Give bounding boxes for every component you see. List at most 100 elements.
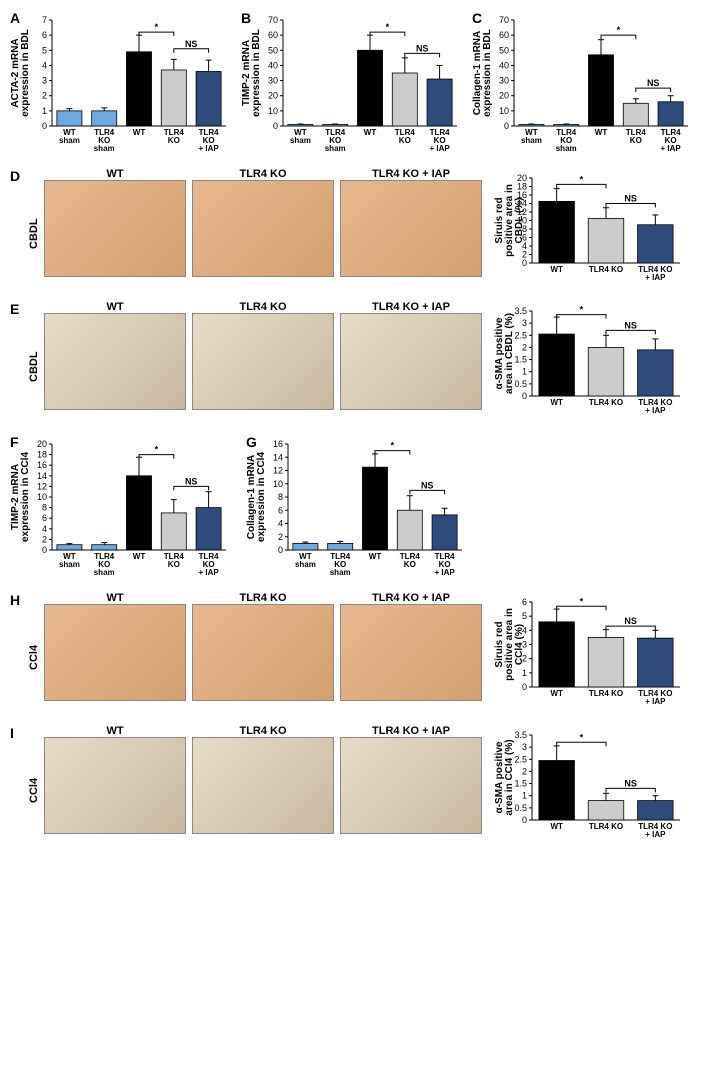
svg-text:0: 0: [522, 391, 527, 401]
histology-image-label: TLR4 KO: [192, 592, 334, 604]
svg-text:TLR4 KO: TLR4 KO: [589, 822, 623, 831]
histology-image-label: TLR4 KO + IAP: [340, 301, 482, 313]
histology-image: TLR4 KO: [192, 592, 334, 717]
svg-text:2: 2: [42, 534, 47, 544]
svg-text:expression in CCl4: expression in CCl4: [256, 452, 267, 542]
svg-text:0.5: 0.5: [514, 379, 527, 389]
panel-g: G 0246810121416WTshamTLR4KOshamWTTLR4KOT…: [246, 434, 474, 584]
svg-text:+ IAP: + IAP: [198, 144, 219, 153]
svg-text:sham: sham: [59, 560, 80, 569]
svg-text:WT: WT: [133, 128, 146, 137]
svg-text:2.5: 2.5: [514, 754, 527, 764]
svg-text:1: 1: [42, 106, 47, 116]
svg-text:0: 0: [278, 545, 283, 555]
svg-text:*: *: [617, 25, 621, 35]
svg-text:20: 20: [37, 439, 47, 449]
histology-image-label: WT: [44, 592, 186, 604]
svg-text:2: 2: [522, 342, 527, 352]
svg-text:WT: WT: [369, 552, 382, 561]
histology-image-label: TLR4 KO + IAP: [340, 725, 482, 737]
svg-text:NS: NS: [624, 778, 637, 788]
histology-image-placeholder: [192, 180, 334, 277]
panel-letter-h: H: [10, 592, 24, 717]
svg-text:NS: NS: [647, 78, 660, 88]
svg-text:sham: sham: [325, 144, 346, 153]
chart-b: 010203040506070WTshamTLR4KOshamWTTLR4KOT…: [241, 10, 464, 160]
svg-text:6: 6: [278, 505, 283, 515]
svg-text:50: 50: [268, 45, 278, 55]
svg-text:TLR4 KO: TLR4 KO: [589, 265, 623, 274]
histology-image: WT: [44, 168, 186, 293]
svg-text:WT: WT: [364, 128, 377, 137]
svg-text:60: 60: [268, 30, 278, 40]
histology-image: TLR4 KO: [192, 301, 334, 426]
chart-i: 00.511.522.533.5WTTLR4 KOTLR4 KO+ IAP*NS…: [494, 725, 684, 850]
chart-h: 0123456WTTLR4 KOTLR4 KO+ IAP*NSSiruis re…: [494, 592, 684, 717]
row-label-i: CCl4: [28, 743, 40, 838]
histology-image: WT: [44, 592, 186, 717]
svg-text:16: 16: [37, 460, 47, 470]
svg-text:1.5: 1.5: [514, 355, 527, 365]
svg-text:NS: NS: [624, 194, 637, 204]
svg-text:40: 40: [268, 60, 278, 70]
histology-image-placeholder: [44, 737, 186, 834]
svg-text:+ IAP: + IAP: [645, 697, 666, 706]
svg-text:3.5: 3.5: [514, 730, 527, 740]
svg-text:50: 50: [499, 45, 509, 55]
svg-text:3: 3: [522, 742, 527, 752]
svg-text:expression in BDL: expression in BDL: [20, 29, 31, 117]
chart-f: 02468101214161820WTshamTLR4KOshamWTTLR4K…: [10, 434, 238, 584]
svg-text:18: 18: [37, 450, 47, 460]
svg-text:+ IAP: + IAP: [198, 568, 219, 577]
panel-c: C 010203040506070WTshamTLR4KOshamWTTLR4K…: [472, 10, 695, 160]
panel-letter-e: E: [10, 301, 24, 426]
histology-image-placeholder: [44, 604, 186, 701]
histology-image-label: WT: [44, 301, 186, 313]
svg-text:3: 3: [42, 76, 47, 86]
svg-text:CCl4 (%): CCl4 (%): [514, 624, 525, 665]
svg-text:4: 4: [42, 60, 47, 70]
svg-text:WT: WT: [550, 398, 563, 407]
histology-image-placeholder: [340, 313, 482, 410]
svg-text:1.5: 1.5: [514, 779, 527, 789]
svg-text:5: 5: [522, 611, 527, 621]
svg-text:40: 40: [499, 60, 509, 70]
svg-text:14: 14: [273, 452, 283, 462]
svg-text:30: 30: [268, 76, 278, 86]
svg-text:NS: NS: [624, 616, 637, 626]
svg-text:KO: KO: [399, 136, 411, 145]
svg-text:WT: WT: [550, 689, 563, 698]
svg-text:18: 18: [517, 182, 527, 192]
svg-text:0.5: 0.5: [514, 803, 527, 813]
chart-d: 02468101214161820WTTLR4 KOTLR4 KO+ IAP*N…: [494, 168, 684, 293]
svg-text:2: 2: [522, 250, 527, 260]
images-i: WT TLR4 KO TLR4 KO + IAP: [44, 725, 482, 850]
svg-text:KO: KO: [630, 136, 642, 145]
svg-text:area in CBDL (%): area in CBDL (%): [504, 313, 515, 394]
histology-image: TLR4 KO + IAP: [340, 725, 482, 850]
svg-text:2: 2: [278, 532, 283, 542]
svg-text:14: 14: [37, 471, 47, 481]
svg-text:0: 0: [522, 815, 527, 825]
svg-text:expression in BDL: expression in BDL: [482, 29, 493, 117]
histology-image: TLR4 KO: [192, 725, 334, 850]
svg-text:2.5: 2.5: [514, 330, 527, 340]
histology-image-label: WT: [44, 725, 186, 737]
svg-text:expression in CCl4: expression in CCl4: [20, 452, 31, 542]
panel-h: H CCl4 WTTLR4 KOTLR4 KO + IAP 0123456WTT…: [10, 592, 684, 717]
svg-text:*: *: [580, 596, 584, 606]
svg-text:6: 6: [42, 30, 47, 40]
svg-text:+ IAP: + IAP: [645, 273, 666, 282]
histology-image-placeholder: [44, 180, 186, 277]
histology-image-label: TLR4 KO + IAP: [340, 592, 482, 604]
svg-text:sham: sham: [521, 136, 542, 145]
images-h: WT TLR4 KO TLR4 KO + IAP: [44, 592, 482, 717]
chart-a: 01234567WTshamTLR4KOshamWTTLR4KOTLR4KO+ …: [10, 10, 233, 160]
histology-image-placeholder: [192, 313, 334, 410]
svg-text:NS: NS: [416, 43, 429, 53]
histology-image-placeholder: [44, 313, 186, 410]
svg-text:WT: WT: [133, 552, 146, 561]
histology-image: TLR4 KO + IAP: [340, 168, 482, 293]
svg-text:0: 0: [42, 545, 47, 555]
panel-f: F 02468101214161820WTshamTLR4KOshamWTTLR…: [10, 434, 238, 584]
